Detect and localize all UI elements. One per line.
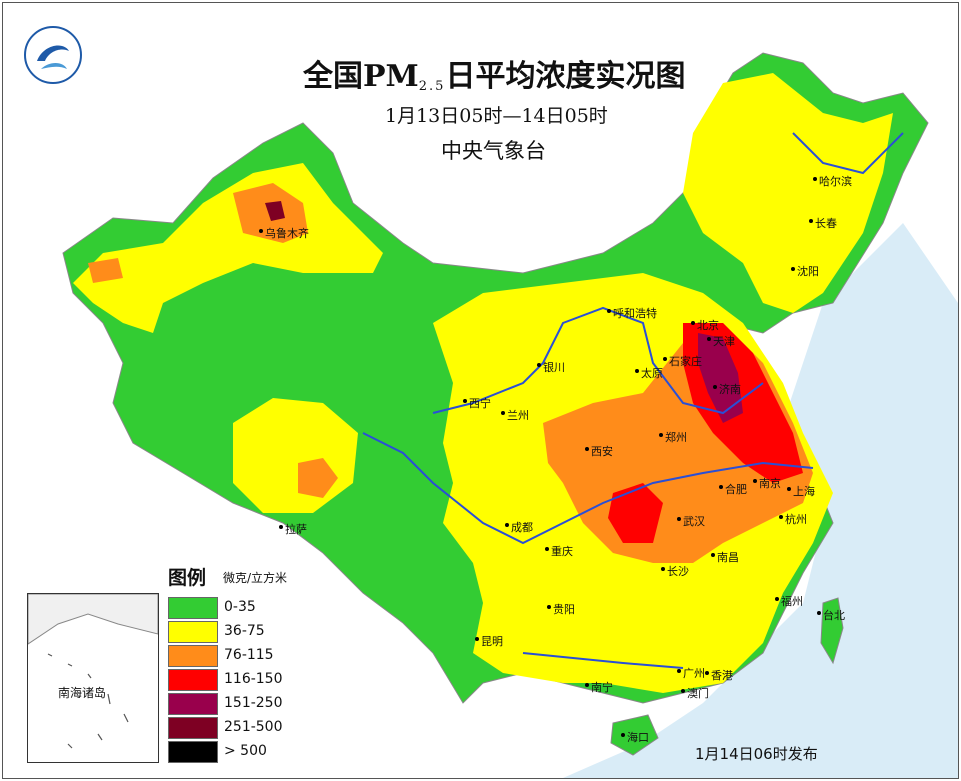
city-kunming: 昆明 [475,635,503,648]
city-guangzhou: 广州 [677,667,705,680]
legend-item: 251-500 [168,717,288,739]
cma-logo [24,26,82,84]
city-xining: 西宁 [463,397,491,410]
city-shanghai: 上海 [787,485,815,498]
inset-label: 南海诸岛 [58,684,107,701]
map-title: 全国PM2.5日平均浓度实况图 [303,59,686,94]
city-yinchuan: 银川 [537,361,565,374]
city-zhengzhou: 郑州 [659,431,687,444]
region-151-250 [698,333,743,423]
city-xian: 西安 [585,445,613,458]
city-taipei: 台北 [817,609,845,622]
city-fuzhou: 福州 [775,595,803,608]
legend-item: 0-35 [168,597,288,619]
city-nanchang: 南昌 [711,551,739,564]
hainan-island [610,714,659,756]
region-116-150-wuhan [608,483,663,543]
city-changsha: 长沙 [661,565,689,578]
region-36-75-northeast [683,73,893,313]
region-76-115-kashgar [88,258,123,283]
legend-label: 36-75 [224,623,265,639]
region-76-115-tibet [298,458,338,498]
legend-title: 图例 [168,567,207,589]
time-period: 1月13日05时—14日05时 [385,105,608,127]
legend-label: > 500 [224,743,267,759]
legend-item: 76-115 [168,645,288,667]
issuing-agency: 中央气象台 [441,139,546,163]
city-hangzhou: 杭州 [779,513,807,526]
city-macau: 澳门 [681,687,709,700]
south-china-sea-inset: 南海诸岛 [27,593,159,763]
yangtze-river [362,432,814,545]
legend-unit: 微克/立方米 [223,571,288,585]
city-guiyang: 贵阳 [547,603,575,616]
city-hongkong: 香港 [705,669,733,682]
region-36-75-west [73,163,383,333]
legend-swatch [168,645,218,667]
legend-label: 0-35 [224,599,256,615]
city-urumqi: 乌鲁木齐 [259,227,309,240]
legend-label: 76-115 [224,647,274,663]
legend-swatch [168,741,218,763]
legend-label: 116-150 [224,671,283,687]
city-chengdu: 成都 [505,521,533,534]
city-nanjing: 南京 [753,477,781,490]
region-251-500 [265,201,285,221]
songhua-river [792,132,904,175]
legend-swatch [168,621,218,643]
city-taiyuan: 太原 [635,367,663,380]
city-shenyang: 沈阳 [791,265,819,278]
legend-item: 151-250 [168,693,288,715]
pm25-map [3,3,958,778]
city-haikou: 海口 [621,731,649,744]
city-beijing: 北京 [691,319,719,332]
legend-swatch [168,669,218,691]
city-tianjin: 天津 [707,335,735,348]
city-nanning: 南宁 [585,681,613,694]
city-lhasa: 拉萨 [279,523,307,536]
city-changchun: 长春 [809,217,837,230]
city-harbin: 哈尔滨 [813,175,852,188]
city-shijiazhuang: 石家庄 [663,355,702,368]
legend-item: 36-75 [168,621,288,643]
city-lanzhou: 兰州 [501,409,529,422]
city-wuhan: 武汉 [677,515,705,528]
legend-swatch [168,693,218,715]
city-jinan: 济南 [713,383,741,396]
legend-item: > 500 [168,741,288,763]
release-time: 1月14日06时发布 [695,745,818,763]
pearl-river [522,652,684,669]
city-hohhot: 呼和浩特 [607,307,657,320]
legend-swatch [168,597,218,619]
legend-swatch [168,717,218,739]
taiwan-island [820,597,844,665]
legend-item: 116-150 [168,669,288,691]
city-hefei: 合肥 [719,483,747,496]
inset-map [27,593,159,749]
city-chongqing: 重庆 [545,545,573,558]
legend-label: 151-250 [224,695,283,711]
legend-label: 251-500 [224,719,283,735]
yellow-river [432,306,764,415]
